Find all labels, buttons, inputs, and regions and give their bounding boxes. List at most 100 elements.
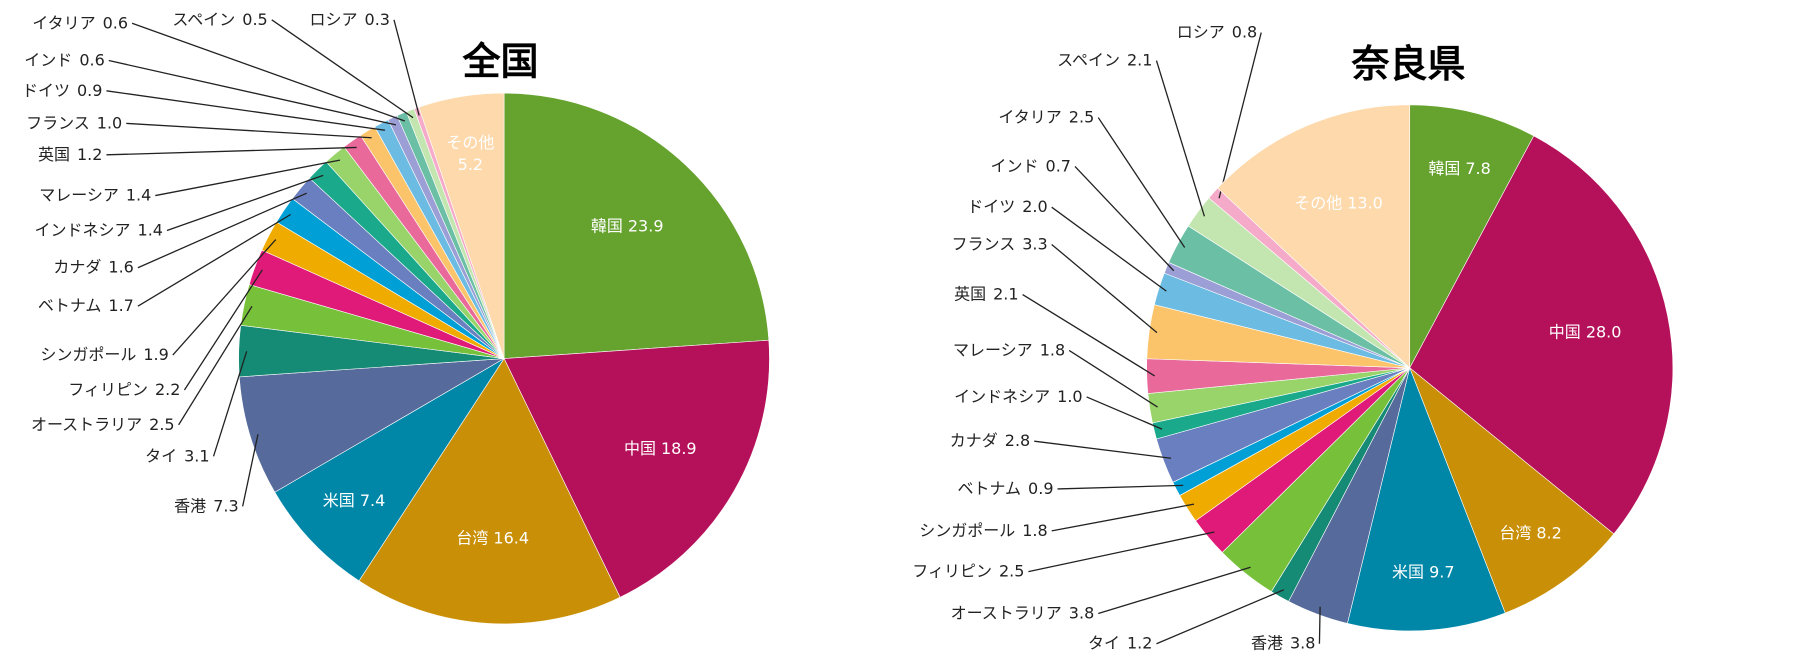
leader-line [1098, 566, 1251, 615]
slice-value: 1.8 [1040, 340, 1065, 359]
slice-label: 台湾 [456, 528, 488, 547]
slice-label-group: 米国 9.7 [1392, 562, 1454, 581]
pie-slice [503, 92, 770, 359]
pie-slice [358, 357, 621, 625]
slice-label-group: ロシア 0.3 [310, 9, 390, 28]
slice-label: シンガポール [919, 520, 1015, 539]
leader-line [126, 122, 372, 139]
slice-label-group: 中国 18.9 [624, 438, 697, 457]
slice-value: 13.0 [1347, 193, 1383, 212]
slice-label-group: 香港 3.8 [1251, 633, 1315, 652]
slice-label-group: スペイン 0.5 [172, 9, 267, 28]
leader-line [1028, 531, 1215, 573]
slice-label: 英国 [38, 144, 70, 163]
slice-label: 中国 [624, 438, 656, 457]
slice-label: フィリピン [68, 379, 148, 398]
slice-value: 3.1 [184, 446, 209, 465]
slice-label-group: タイ 1.2 [1088, 633, 1152, 652]
slice-label: 韓国 [1428, 158, 1460, 177]
slice-value: 18.9 [661, 438, 697, 457]
leader-line [172, 239, 277, 356]
slice-label: シンガポール [40, 345, 136, 364]
slice-value: 1.0 [1057, 386, 1082, 405]
slice-label-group: その他 13.0 [1294, 193, 1383, 212]
slice-label: タイ [145, 446, 177, 465]
slice-label-group: フィリピン 2.2 [68, 379, 180, 398]
slice-label: マレーシア [953, 340, 1033, 359]
slice-label-group: インドネシア 1.0 [954, 386, 1082, 405]
slice-label: ドイツ [967, 197, 1015, 216]
leader-line [1318, 606, 1321, 644]
slice-label: スペイン [1057, 50, 1120, 69]
slice-value: 2.0 [1022, 197, 1047, 216]
slice-label: インド [24, 50, 72, 69]
slice-label: カナダ [950, 431, 998, 450]
leader-line [393, 19, 420, 116]
slice-label-group: 韓国 23.9 [591, 216, 664, 235]
slice-value: 2.8 [1005, 431, 1030, 450]
slice-value: 1.2 [77, 144, 102, 163]
slice-label: 韓国 [591, 216, 623, 235]
pie-slice [274, 358, 505, 582]
slice-value: 0.9 [1028, 478, 1053, 497]
slice-label: その他 [446, 133, 494, 152]
leader-line [242, 434, 259, 507]
slice-value: 1.2 [1127, 633, 1152, 652]
leader-line [1218, 32, 1262, 199]
slice-value: 9.7 [1429, 562, 1454, 581]
chart-title: 奈良県 [1351, 42, 1466, 86]
pie-slice [1217, 104, 1411, 369]
slice-label-group: 台湾 16.4 [456, 528, 529, 547]
slice-label: オーストラリア [951, 603, 1062, 622]
slice-label: タイ [1088, 633, 1120, 652]
slice-label: 米国 [323, 491, 355, 510]
slice-value: 8.2 [1536, 523, 1561, 542]
slice-label: インド [991, 156, 1039, 175]
leader-line [1155, 60, 1206, 217]
slice-label: マレーシア [39, 185, 119, 204]
slice-value: 0.9 [77, 80, 102, 99]
slice-label-group: シンガポール 1.9 [40, 345, 168, 364]
leader-line [166, 174, 324, 232]
slice-value: 7.4 [360, 491, 385, 510]
slice-value: 1.6 [108, 257, 133, 276]
slice-label-group: インド 0.7 [991, 156, 1071, 175]
slice-label: イタリア [998, 107, 1061, 126]
slice-label: フランス [26, 113, 90, 132]
leader-line [131, 22, 406, 122]
pie-slice [238, 358, 505, 493]
slice-label-group: 英国 2.1 [954, 284, 1018, 303]
slice-value: 3.8 [1069, 603, 1094, 622]
slice-label-group: マレーシア 1.8 [953, 340, 1065, 359]
slice-value: 1.8 [1022, 520, 1047, 539]
slice-value: 5.2 [458, 155, 483, 174]
slice-value: 1.7 [108, 296, 133, 315]
slice-label-group: 米国 7.4 [323, 491, 385, 510]
leader-line [1034, 440, 1172, 459]
slice-label: カナダ [53, 257, 101, 276]
slice-label-group: オーストラリア 3.8 [951, 603, 1095, 622]
slice-label-group: イタリア 0.6 [32, 13, 128, 32]
slice-label: 台湾 [1499, 523, 1531, 542]
slice-value: 0.7 [1046, 156, 1071, 175]
slice-label: オーストラリア [31, 414, 142, 433]
slice-label-group: ロシア 0.8 [1177, 22, 1257, 41]
pie-slice [1347, 366, 1506, 632]
slice-label: 米国 [1392, 562, 1424, 581]
leader-line [1022, 293, 1156, 377]
pie-slice [1409, 366, 1615, 614]
slice-label: 香港 [174, 496, 206, 515]
slice-label-group: インドネシア 1.4 [35, 220, 163, 239]
pie-slice [1409, 104, 1535, 368]
slice-label: フランス [952, 234, 1016, 253]
slice-value: 0.3 [365, 9, 390, 28]
leader-line [178, 305, 253, 426]
leader-line [155, 159, 341, 197]
leader-line [1051, 503, 1195, 532]
slice-label-group: カナダ 2.8 [950, 431, 1030, 450]
slice-label: ベトナム [38, 296, 102, 315]
slice-label: ロシア [310, 9, 358, 28]
slice-value: 7.8 [1465, 158, 1490, 177]
leader-line [212, 351, 248, 457]
